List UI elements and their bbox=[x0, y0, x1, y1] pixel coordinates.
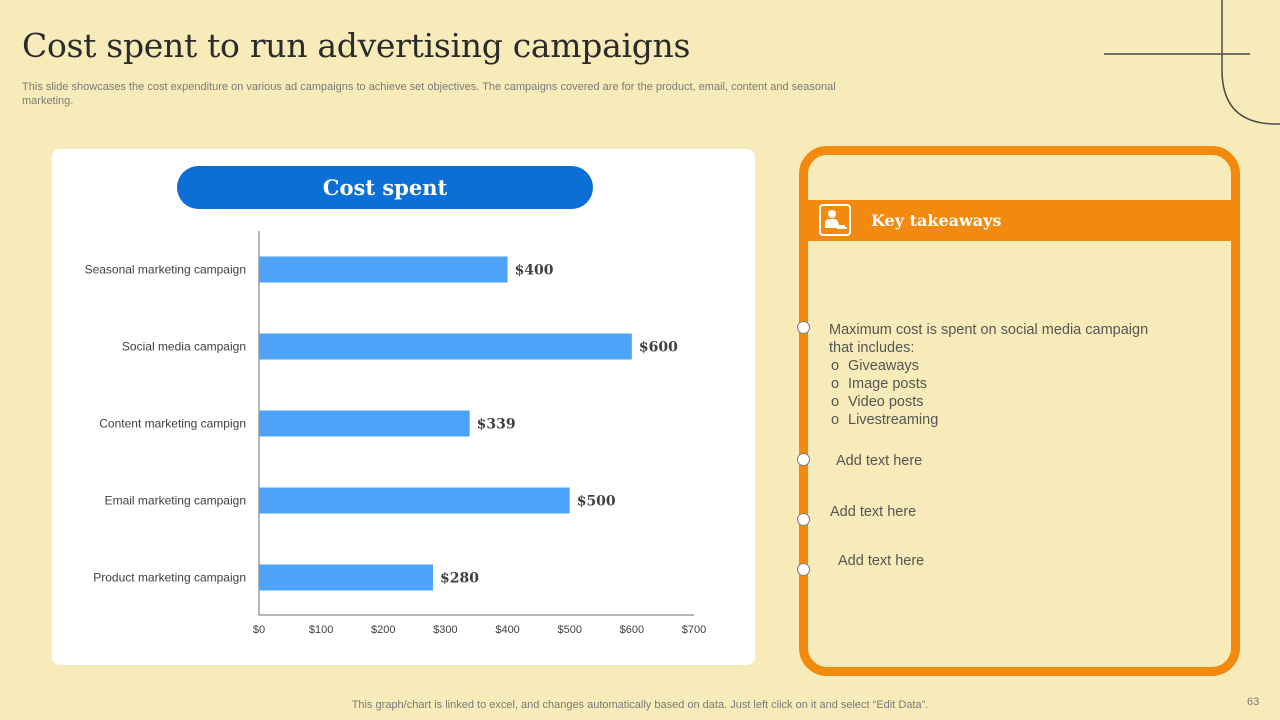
takeaway-item-3: Add text here bbox=[830, 504, 917, 520]
data-label: $280 bbox=[440, 571, 479, 587]
footer-note: This graph/chart is linked to excel, and… bbox=[351, 699, 929, 711]
key-takeaways-header: Key takeaways bbox=[808, 200, 1233, 241]
bar bbox=[259, 333, 632, 360]
data-label: $600 bbox=[639, 340, 678, 356]
category-label: Social media campaign bbox=[122, 340, 246, 354]
chart-card: Cost spent Seasonal marketing campaign $4… bbox=[52, 149, 755, 665]
bullet-item: Giveaways bbox=[829, 357, 1169, 375]
data-label: $339 bbox=[477, 417, 516, 433]
category-label: Seasonal marketing campaign bbox=[85, 263, 246, 277]
bullet-item: Livestreaming bbox=[829, 411, 1169, 429]
key-takeaways-heading: Key takeaways bbox=[871, 211, 1002, 230]
bar bbox=[259, 256, 508, 283]
category-label: Product marketing campaign bbox=[93, 571, 246, 585]
corner-line-decoration bbox=[1104, 0, 1280, 125]
takeaway-item-4: Add text here bbox=[838, 553, 925, 569]
tick-label: $400 bbox=[495, 624, 519, 636]
timeline-dot bbox=[797, 321, 810, 334]
bar bbox=[259, 410, 470, 437]
tick-label: $200 bbox=[371, 624, 395, 636]
page-subtitle: This slide showcases the cost expenditur… bbox=[22, 81, 836, 107]
tick-label: $500 bbox=[557, 624, 581, 636]
bullet-item: Video posts bbox=[829, 393, 1169, 411]
tick-label: $600 bbox=[620, 624, 644, 636]
tick-label: $0 bbox=[253, 624, 265, 636]
timeline-dot bbox=[797, 513, 810, 526]
page-title: Cost spent to run advertising campaigns bbox=[22, 26, 691, 65]
data-label: $500 bbox=[577, 494, 616, 510]
bullet-item: Image posts bbox=[829, 375, 1169, 393]
chart-title-pill: Cost spent bbox=[177, 166, 593, 209]
bar bbox=[259, 487, 570, 514]
category-label: Email marketing campaign bbox=[105, 494, 246, 508]
takeaway-bullet-list: Giveaways Image posts Video posts Livest… bbox=[829, 357, 1169, 429]
tick-label: $300 bbox=[433, 624, 457, 636]
takeaway-item-2: Add text here bbox=[836, 453, 923, 469]
timeline-dot bbox=[797, 453, 810, 466]
cost-bar-chart: Seasonal marketing campaign $400 Social me… bbox=[85, 231, 706, 636]
category-label: Content marketing campign bbox=[99, 417, 246, 431]
tick-label: $100 bbox=[309, 624, 333, 636]
data-label: $400 bbox=[515, 263, 554, 279]
timeline-dot bbox=[797, 563, 810, 576]
page-number: 63 bbox=[1247, 696, 1260, 708]
takeaway-item-1: Maximum cost is spent on social media ca… bbox=[829, 321, 1169, 429]
bar bbox=[259, 564, 433, 591]
person-at-desk-icon bbox=[819, 204, 851, 236]
takeaway-item-text: Maximum cost is spent on social media ca… bbox=[829, 322, 1149, 356]
tick-label: $700 bbox=[682, 624, 706, 636]
